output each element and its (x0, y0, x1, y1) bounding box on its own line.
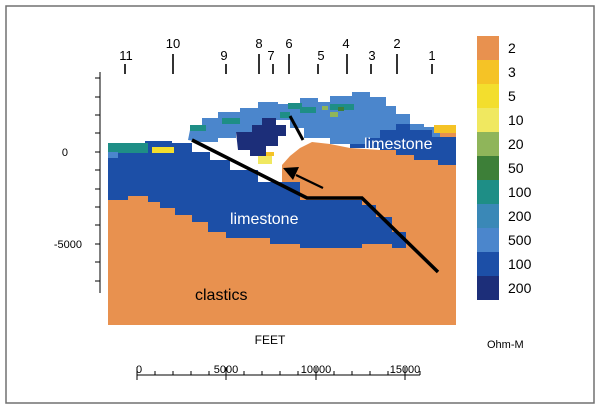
station-label: 6 (285, 36, 292, 51)
limestone-body (108, 141, 406, 248)
legend-swatch (477, 108, 499, 132)
legend-swatch (477, 180, 499, 204)
upper-cap-light (188, 92, 440, 148)
depth-label: 0 (62, 147, 68, 159)
horizontal-axis-label: FEET (255, 333, 286, 347)
legend-swatch (477, 204, 499, 228)
section-body (108, 92, 456, 325)
distance-scale: 0 5000 10000 15000 (136, 364, 421, 380)
region-label-limestone-lower: limestone (230, 211, 299, 228)
legend-label: 2 (508, 40, 516, 56)
legend-swatch (477, 156, 499, 180)
legend-swatch (477, 84, 499, 108)
depth-label: -5000 (54, 239, 82, 251)
legend-label: 500 (508, 232, 532, 248)
distance-tick-label: 15000 (390, 364, 421, 376)
distance-tick-label: 0 (136, 364, 142, 376)
legend-unit-label: Ohm-M (487, 339, 524, 351)
legend-swatch (477, 228, 499, 252)
station-label: 10 (166, 36, 180, 51)
station-label: 7 (267, 48, 274, 63)
distance-tick-label: 10000 (301, 364, 332, 376)
station-label: 3 (368, 48, 375, 63)
legend-label: 3 (508, 64, 516, 80)
station-label: 1 (428, 48, 435, 63)
movement-arrow-head (283, 167, 299, 180)
legend-label: 200 (508, 208, 532, 224)
station-label: 9 (220, 48, 227, 63)
legend-label: 100 (508, 256, 532, 272)
clastics-body (108, 130, 456, 325)
thrust-fault-line (191, 138, 440, 274)
legend-swatch (477, 276, 499, 300)
movement-arrow-shaft (295, 174, 324, 189)
legend-label: 50 (508, 160, 524, 176)
minor-fault-line (288, 115, 305, 141)
legend-swatch (477, 60, 499, 84)
legend-label: 100 (508, 184, 532, 200)
navy-patch (236, 118, 286, 156)
station-label: 2 (393, 36, 400, 51)
station-label: 11 (119, 48, 133, 63)
limestone-upper-block (350, 124, 456, 165)
legend-label: 20 (508, 136, 524, 152)
resistivity-legend: 2 3 5 10 20 50 100 200 500 100 200 (477, 36, 532, 300)
legend-label: 10 (508, 112, 524, 128)
station-label: 5 (317, 48, 324, 63)
fault-lines (191, 115, 440, 274)
station-label: 4 (342, 36, 349, 51)
distance-tick-label: 5000 (214, 364, 238, 376)
legend-label: 200 (508, 280, 532, 296)
depth-axis: 0 -5000 (54, 72, 101, 293)
legend-swatch (477, 252, 499, 276)
station-ticks (124, 54, 433, 74)
legend-swatch (477, 132, 499, 156)
legend-label: 5 (508, 88, 516, 104)
station-labels: 11 10 9 8 7 6 5 4 3 2 1 (119, 36, 435, 63)
legend-swatch (477, 36, 499, 60)
orange-wedge (282, 142, 456, 325)
station-label: 8 (255, 36, 262, 51)
region-label-limestone-upper: limestone (364, 136, 433, 153)
region-label-clastics: clastics (195, 287, 247, 304)
